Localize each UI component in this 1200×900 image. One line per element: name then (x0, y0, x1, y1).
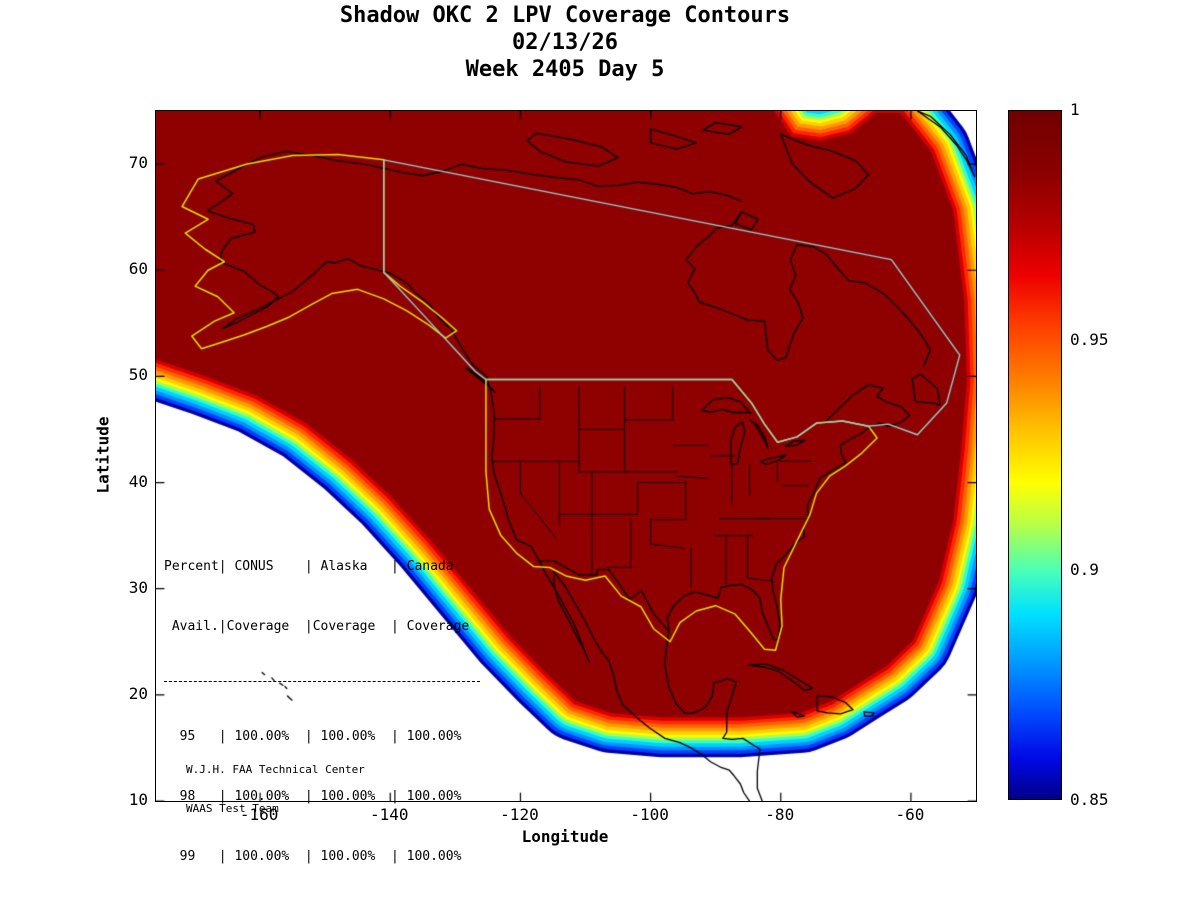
colorbar-tick-label: 1 (1070, 100, 1080, 119)
chart-title-line1: Shadow OKC 2 LPV Coverage Contours (339, 3, 791, 28)
coverage-table-row: 95 | 100.00% | 100.00% | 100.00% (164, 729, 462, 744)
colorbar-tick-label: 0.85 (1070, 790, 1109, 809)
colorbar-tick-label: 0.9 (1070, 560, 1099, 579)
colorbar-tick-label: 0.95 (1070, 330, 1109, 349)
x-tick-label: -100 (630, 805, 669, 824)
coverage-table-divider (164, 681, 480, 682)
credit-line1: W.J.H. FAA Technical Center (186, 763, 365, 776)
y-tick-label: 50 (128, 365, 148, 385)
y-tick-label: 10 (128, 790, 148, 809)
coverage-map-canvas (156, 111, 976, 801)
x-tick-label: -140 (370, 805, 409, 824)
x-tick-label: -160 (239, 805, 279, 824)
coverage-table: Percent| CONUS | Alaska | Canada Avail.|… (164, 517, 480, 900)
chart-title-line2: 02/13/26 (512, 30, 618, 55)
y-tick-label: 70 (128, 153, 148, 173)
credit-line2: WAAS Test Team (186, 802, 279, 815)
y-tick-label: 60 (128, 259, 148, 279)
y-tick-label: 20 (128, 683, 148, 703)
credit-text: W.J.H. FAA Technical Center WAAS Test Te… (186, 737, 365, 841)
colorbar-gradient (1009, 111, 1061, 799)
coverage-table-header-1: Percent| CONUS | Alaska | Canada (164, 559, 454, 574)
x-tick-label: -60 (895, 805, 925, 824)
coverage-table-row: 98 | 100.00% | 100.00% | 100.00% (164, 789, 462, 804)
colorbar (1008, 110, 1062, 800)
plot-area: Percent| CONUS | Alaska | Canada Avail.|… (155, 110, 977, 864)
y-tick-label: 40 (128, 471, 148, 491)
chart-title-line3: Week 2405 Day 5 (465, 57, 665, 82)
x-axis-label: Longitude (521, 827, 609, 846)
x-tick-label: -80 (765, 805, 795, 824)
y-tick-label: 30 (128, 577, 148, 597)
chart-title: Shadow OKC 2 LPV Coverage Contours 02/13… (155, 2, 975, 83)
coverage-table-row: 99 | 100.00% | 100.00% | 100.00% (164, 849, 462, 864)
x-tick-label: -120 (500, 805, 539, 824)
coverage-table-header-2: Avail.|Coverage |Coverage | Coverage (164, 619, 470, 634)
